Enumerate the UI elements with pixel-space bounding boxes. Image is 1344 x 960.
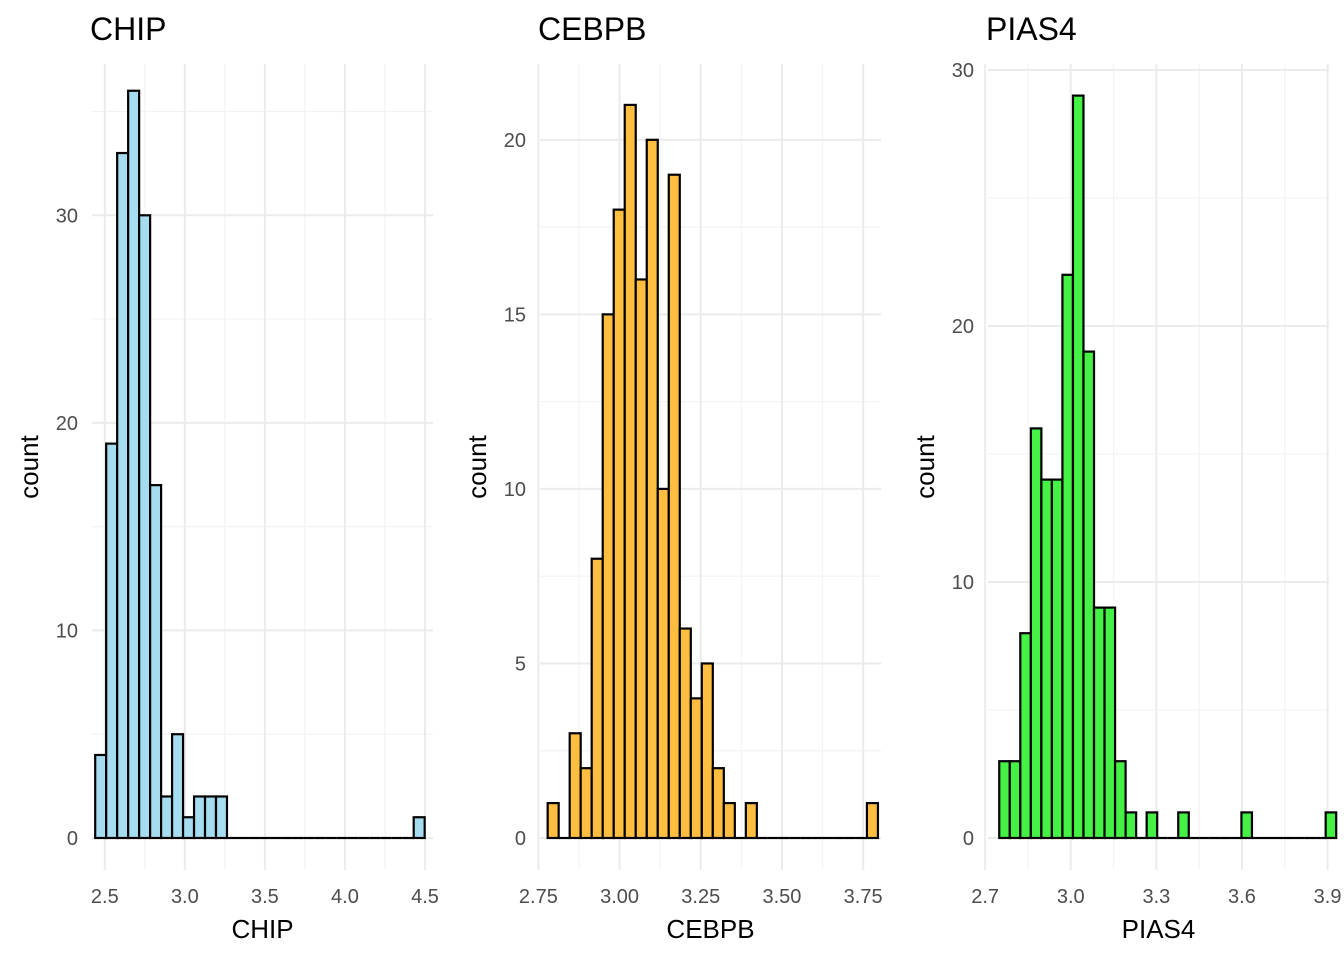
- x-tick-label: 3.9: [1314, 886, 1342, 908]
- y-tick-label: 20: [504, 130, 526, 152]
- histogram-bar: [138, 214, 152, 840]
- histogram-bar: [127, 89, 141, 840]
- histogram-bar: [722, 801, 736, 840]
- histogram-bar: [412, 816, 426, 840]
- x-tick-label: 3.6: [1228, 886, 1256, 908]
- histogram-bar: [1071, 94, 1085, 840]
- panel-cebpb: 0 5 10 15 20 2.75 3.00 3.25 3.50 3.75 CEBPB CEBPB co…: [462, 11, 883, 944]
- y-tick-label: 0: [963, 828, 974, 850]
- x-tick-label: 3.50: [762, 886, 801, 908]
- x-axis-title: CHIP: [231, 914, 293, 944]
- histogram-bar: [1240, 811, 1254, 840]
- x-tick-label: 3.0: [1057, 886, 1085, 908]
- histogram-bar: [1082, 350, 1096, 840]
- histogram-bar: [1324, 811, 1338, 840]
- histogram-bar: [1061, 273, 1075, 840]
- histogram-bar: [678, 627, 692, 840]
- panel-pias4: 0 10 20 30 2.7 3.0 3.3 3.6 3.9 PIAS4 PIAS4 count: [910, 11, 1341, 944]
- y-tick-label: 30: [56, 205, 78, 227]
- histogram-bar: [579, 767, 593, 840]
- histogram-bar: [1092, 606, 1106, 840]
- y-tick-label: 10: [504, 479, 526, 501]
- x-tick-label: 2.5: [91, 886, 119, 908]
- x-tick-label: 3.75: [844, 886, 883, 908]
- histogram-bar: [700, 662, 714, 840]
- x-tick-label: 2.7: [971, 886, 999, 908]
- x-axis-title: PIAS4: [1122, 914, 1196, 944]
- y-tick-label: 10: [952, 572, 974, 594]
- y-axis-title: count: [462, 434, 492, 498]
- histogram-bar: [1008, 760, 1022, 840]
- histogram-bar: [203, 795, 218, 840]
- histogram-bar: [590, 557, 604, 840]
- histogram-bar: [656, 487, 670, 840]
- x-tick-label: 3.3: [1142, 886, 1170, 908]
- histogram-bar: [711, 767, 725, 840]
- y-tick-label: 30: [952, 60, 974, 82]
- histogram-bar: [170, 733, 185, 840]
- histogram-bar: [623, 103, 637, 840]
- y-tick-label: 10: [56, 620, 78, 642]
- histogram-bar: [667, 173, 681, 840]
- histogram-bar: [689, 697, 703, 840]
- histogram-bar: [1113, 760, 1127, 840]
- histogram-bar: [1145, 811, 1159, 840]
- panel-title: CHIP: [90, 11, 166, 47]
- panel-chip: 0 10 20 30 2.5 3.0 3.5 4.0 4.5 CHIP CHIP count: [14, 11, 439, 944]
- histogram-bar: [149, 484, 163, 840]
- histogram-bar: [601, 313, 615, 840]
- panel-title: CEBPB: [538, 11, 646, 47]
- histogram-bar: [744, 801, 758, 840]
- y-axis-title: count: [14, 434, 44, 498]
- histogram-bar: [1019, 632, 1032, 840]
- x-tick-label: 3.5: [251, 886, 279, 908]
- x-tick-label: 4.0: [331, 886, 359, 908]
- y-tick-label: 20: [56, 413, 78, 435]
- y-tick-label: 20: [952, 316, 974, 338]
- panel-title: PIAS4: [986, 11, 1077, 47]
- histogram-bar: [546, 801, 560, 840]
- y-tick-label: 0: [67, 828, 78, 850]
- histogram-bar: [181, 816, 196, 840]
- histogram-bar: [568, 732, 582, 840]
- histogram-bar: [634, 278, 648, 840]
- histogram-bar: [116, 151, 130, 840]
- y-tick-label: 15: [504, 304, 526, 326]
- histogram-bar: [1124, 811, 1138, 840]
- histogram-bar: [214, 795, 229, 840]
- histogram-bar: [612, 208, 626, 840]
- histogram-bar: [1029, 427, 1043, 840]
- histogram-bar: [645, 138, 659, 840]
- y-axis-title: count: [910, 434, 940, 498]
- x-tick-label: 3.00: [600, 886, 639, 908]
- histogram-bar: [94, 753, 108, 840]
- histogram-bar: [1040, 478, 1053, 840]
- histogram-bar: [192, 795, 207, 840]
- histogram-bar: [159, 795, 174, 840]
- histogram-bar: [865, 801, 880, 840]
- y-tick-label: 5: [515, 653, 526, 675]
- histogram-bar: [1103, 606, 1117, 840]
- x-tick-label: 2.75: [519, 886, 558, 908]
- x-tick-label: 4.5: [411, 886, 439, 908]
- histogram-bar: [998, 760, 1011, 840]
- x-tick-label: 3.0: [171, 886, 199, 908]
- y-tick-label: 0: [515, 828, 526, 850]
- x-axis-title: CEBPB: [666, 914, 754, 944]
- histogram-bar: [1177, 811, 1190, 840]
- x-tick-label: 3.25: [681, 886, 720, 908]
- histogram-bar: [1050, 478, 1064, 840]
- histogram-bar: [105, 442, 119, 840]
